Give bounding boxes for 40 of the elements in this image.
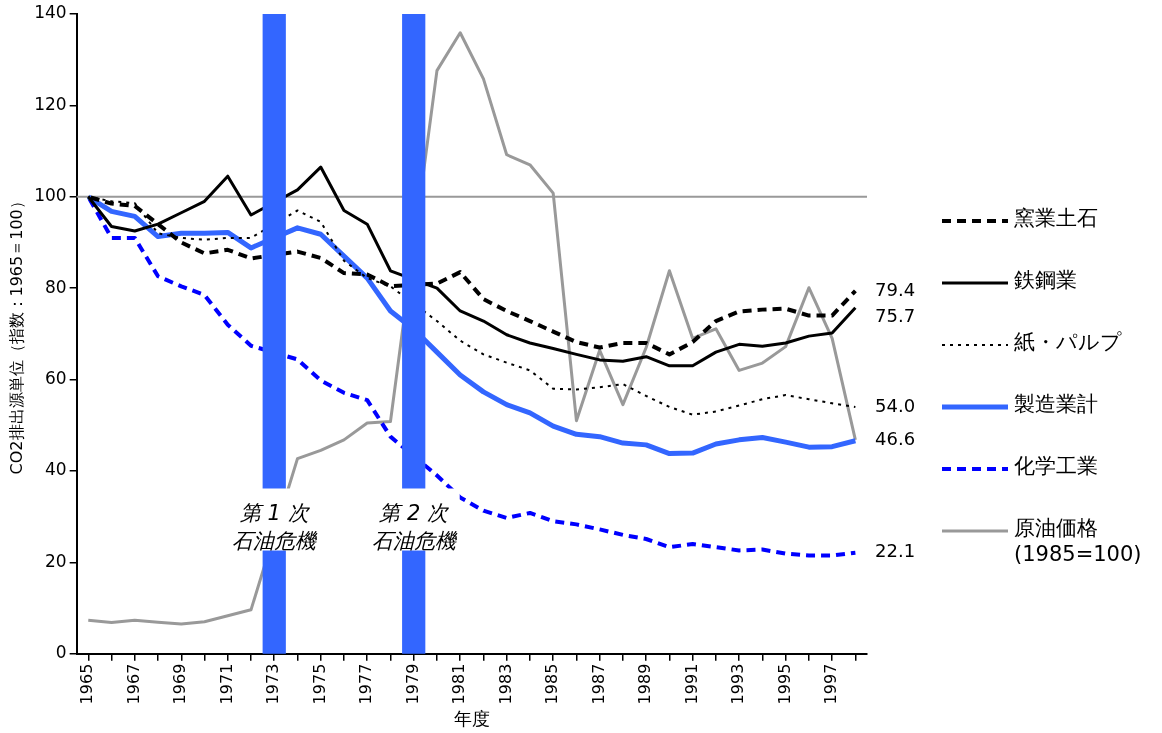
x-tick-label: 1983 xyxy=(495,663,515,705)
x-tick-label: 1977 xyxy=(356,663,376,705)
y-tick-label: 80 xyxy=(45,276,67,297)
y-tick-label: 100 xyxy=(34,185,67,206)
x-tick-label: 1975 xyxy=(309,663,329,705)
x-tick-label: 1967 xyxy=(123,663,143,705)
x-tick-label: 1995 xyxy=(774,663,794,705)
x-tick-label: 1987 xyxy=(588,663,608,705)
y-axis-title: CO2排出源単位（指数：1965＝100） xyxy=(6,193,26,475)
x-tick-label: 1981 xyxy=(449,663,469,705)
x-tick-label: 1985 xyxy=(542,663,562,705)
y-tick-label: 120 xyxy=(34,93,67,114)
x-tick-label: 1965 xyxy=(77,663,97,705)
data-label: 54.0 xyxy=(875,394,916,416)
x-tick-label: 1989 xyxy=(635,663,655,705)
legend-label: 鉄鋼業 xyxy=(1014,267,1077,293)
data-label: 46.6 xyxy=(875,428,916,450)
band-label: 第 2 次石油危機 xyxy=(371,501,458,554)
data-label: 75.7 xyxy=(875,304,916,326)
x-tick-label: 1997 xyxy=(821,663,841,705)
legend-label: 紙・パルプ xyxy=(1014,329,1122,355)
x-axis-title: 年度 xyxy=(453,707,490,729)
x-tick-label: 1979 xyxy=(402,663,422,705)
data-label: 79.4 xyxy=(875,278,916,300)
y-tick-label: 60 xyxy=(45,367,67,388)
x-tick-label: 1973 xyxy=(263,663,283,705)
x-tick-label: 1971 xyxy=(216,663,236,705)
x-tick-label: 1969 xyxy=(170,663,190,705)
x-tick-label: 1991 xyxy=(681,663,701,705)
y-tick-label: 40 xyxy=(45,459,67,480)
y-tick-label: 140 xyxy=(34,2,67,23)
legend-label: 窯業土石 xyxy=(1014,205,1098,231)
legend-label: 化学工業 xyxy=(1014,453,1098,479)
y-tick-label: 0 xyxy=(55,642,67,663)
legend-label: 製造業計 xyxy=(1014,391,1098,417)
legend-label: 原油価格 (1985=100) xyxy=(1014,515,1143,567)
x-tick-label: 1993 xyxy=(728,663,748,705)
data-label: 22.1 xyxy=(875,540,916,562)
y-tick-label: 20 xyxy=(45,550,67,571)
band-label: 第 1 次石油危機 xyxy=(232,501,319,554)
